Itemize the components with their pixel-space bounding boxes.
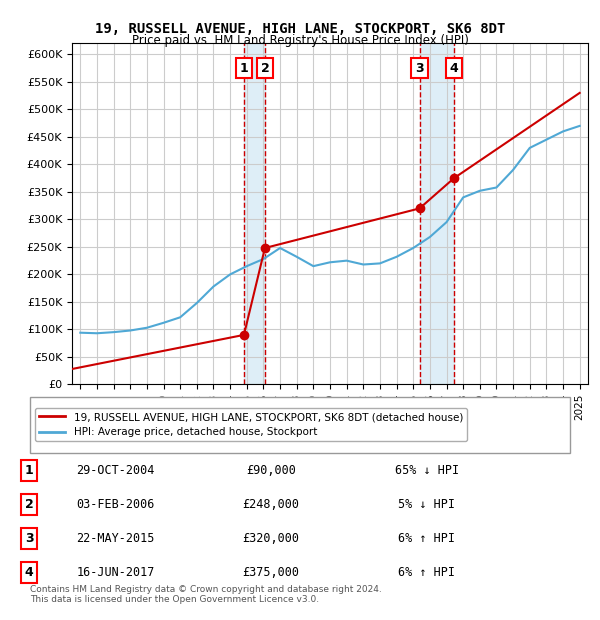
Text: 2: 2: [25, 498, 34, 511]
Text: 3: 3: [415, 61, 424, 74]
Text: 29-OCT-2004: 29-OCT-2004: [76, 464, 155, 477]
Text: 6% ↑ HPI: 6% ↑ HPI: [398, 566, 455, 579]
Text: £320,000: £320,000: [242, 532, 300, 545]
Text: £375,000: £375,000: [242, 566, 300, 579]
Text: £248,000: £248,000: [242, 498, 300, 511]
Legend: 19, RUSSELL AVENUE, HIGH LANE, STOCKPORT, SK6 8DT (detached house), HPI: Average: 19, RUSSELL AVENUE, HIGH LANE, STOCKPORT…: [35, 408, 467, 441]
Text: 6% ↑ HPI: 6% ↑ HPI: [398, 532, 455, 545]
Text: 4: 4: [25, 566, 34, 579]
Text: 1: 1: [239, 61, 248, 74]
Text: 1: 1: [25, 464, 34, 477]
Text: Contains HM Land Registry data © Crown copyright and database right 2024.
This d: Contains HM Land Registry data © Crown c…: [30, 585, 382, 604]
Text: 3: 3: [25, 532, 34, 545]
Text: 03-FEB-2006: 03-FEB-2006: [76, 498, 155, 511]
Text: 2: 2: [260, 61, 269, 74]
Text: £90,000: £90,000: [246, 464, 296, 477]
Text: 19, RUSSELL AVENUE, HIGH LANE, STOCKPORT, SK6 8DT: 19, RUSSELL AVENUE, HIGH LANE, STOCKPORT…: [95, 22, 505, 36]
Bar: [419, 43, 454, 384]
Text: 5% ↓ HPI: 5% ↓ HPI: [398, 498, 455, 511]
Text: 4: 4: [449, 61, 458, 74]
Text: Price paid vs. HM Land Registry's House Price Index (HPI): Price paid vs. HM Land Registry's House …: [131, 34, 469, 47]
Text: 16-JUN-2017: 16-JUN-2017: [76, 566, 155, 579]
Bar: [244, 43, 265, 384]
Text: 22-MAY-2015: 22-MAY-2015: [76, 532, 155, 545]
FancyBboxPatch shape: [30, 397, 570, 453]
Text: 65% ↓ HPI: 65% ↓ HPI: [395, 464, 459, 477]
